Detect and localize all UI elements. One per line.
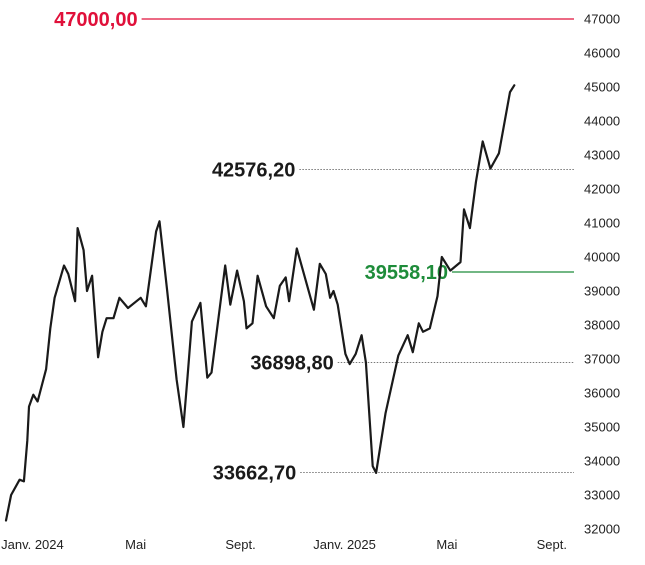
- series-line: [4, 84, 516, 522]
- x-tick-label: Mai: [125, 537, 146, 552]
- y-tick-label: 46000: [584, 46, 620, 61]
- x-tick-label: Sept.: [225, 537, 255, 552]
- y-tick-label: 38000: [584, 318, 620, 333]
- y-tick-label: 34000: [584, 454, 620, 469]
- reference-value-label: 47000,00: [54, 9, 137, 31]
- x-tick-label: Janv. 2024: [1, 537, 64, 552]
- y-tick-label: 45000: [584, 80, 620, 95]
- reference-value-label: 39558,10: [365, 262, 448, 284]
- y-tick-label: 42000: [584, 182, 620, 197]
- series-group: [4, 84, 516, 522]
- y-tick-label: 40000: [584, 250, 620, 265]
- x-axis: Janv. 2024 Mai Sept. Janv. 2025 Mai Sept.: [1, 537, 567, 552]
- reference-lines: 47000,00 42576,20 39558,10 36898,80 33662,70: [54, 9, 574, 484]
- y-tick-label: 36000: [584, 386, 620, 401]
- x-tick-label: Janv. 2025: [313, 537, 376, 552]
- y-tick-label: 43000: [584, 148, 620, 163]
- y-tick-label: 47000: [584, 12, 620, 27]
- y-tick-label: 41000: [584, 216, 620, 231]
- y-tick-label: 37000: [584, 352, 620, 367]
- x-tick-label: Sept.: [537, 537, 567, 552]
- y-tick-label: 33000: [584, 488, 620, 503]
- reference-value-label: 33662,70: [213, 462, 296, 484]
- reference-value-label: 36898,80: [250, 352, 333, 374]
- x-tick-label: Mai: [436, 537, 457, 552]
- y-axis: 32000 33000 34000 35000 36000 37000 38000 39000…: [584, 12, 620, 537]
- reference-value-label: 42576,20: [212, 159, 295, 181]
- y-tick-label: 35000: [584, 420, 620, 435]
- y-tick-label: 32000: [584, 522, 620, 537]
- y-tick-label: 39000: [584, 284, 620, 299]
- y-tick-label: 44000: [584, 114, 620, 129]
